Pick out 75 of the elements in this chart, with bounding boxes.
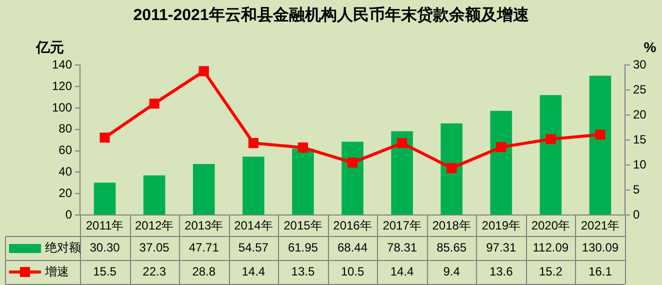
data-label: 30.30 (90, 240, 120, 254)
data-label: 54.57 (238, 240, 269, 254)
bar (440, 123, 462, 214)
x-tick-label: 2020年 (531, 218, 570, 233)
legend-label: 绝对额 (45, 240, 81, 254)
bar (490, 110, 512, 214)
bar (143, 175, 166, 214)
y-tick-label: 60 (58, 143, 72, 158)
y-tick-label: 100 (52, 100, 72, 114)
y2-tick-label: 25 (633, 82, 647, 96)
x-tick-label: 2021年 (580, 218, 620, 233)
bar (94, 182, 116, 214)
point (347, 158, 358, 168)
data-label: 61.95 (288, 240, 318, 254)
chart-title: 2011-2021年云和县金融机构人民币年末贷款余额及增速 (133, 6, 530, 24)
y-tick-label: 80 (58, 122, 72, 136)
x-tick-label: 2016年 (333, 218, 372, 233)
data-label: 14.4 (242, 264, 266, 278)
y2-axis-title: % (644, 39, 657, 56)
y2-tick-label: 15 (633, 132, 647, 146)
point (198, 66, 209, 76)
data-label: 10.5 (340, 264, 364, 278)
bar (242, 156, 264, 214)
data-label: 15.2 (539, 264, 563, 278)
point (595, 130, 606, 140)
point (496, 142, 506, 152)
data-label: 16.1 (588, 264, 612, 278)
point (446, 163, 457, 174)
data-label: 22.3 (142, 264, 166, 278)
x-tick-label: 2014年 (234, 218, 273, 233)
data-label: 13.6 (489, 264, 514, 278)
point (248, 138, 258, 148)
bar (589, 76, 612, 214)
y-axis-title: 亿元 (35, 39, 64, 56)
data-label: 14.4 (390, 264, 414, 278)
data-label: 37.05 (139, 240, 170, 254)
point (100, 132, 110, 143)
y2-tick-label: 10 (633, 157, 647, 172)
y2-tick-label: 5 (633, 182, 640, 196)
bar (192, 164, 215, 214)
y-tick-label: 0 (65, 207, 72, 222)
x-tick-label: 2015年 (284, 218, 322, 233)
bar (342, 142, 364, 214)
y2-tick-label: 0 (633, 207, 640, 222)
data-label: 130.09 (582, 240, 619, 254)
bar (391, 131, 413, 214)
data-label: 68.44 (337, 240, 368, 254)
x-tick-label: 2012年 (134, 218, 174, 233)
y-tick-label: 140 (52, 58, 72, 72)
bar (540, 95, 562, 214)
legend-label: 增速 (44, 264, 69, 278)
data-label: 85.65 (436, 240, 467, 254)
data-label: 9.4 (443, 264, 460, 278)
y2-tick-label: 30 (633, 58, 647, 72)
x-tick-label: 2011年 (86, 218, 124, 233)
point (546, 134, 556, 144)
point (298, 142, 308, 153)
data-label: 97.31 (486, 240, 516, 254)
data-label: 78.31 (387, 240, 418, 254)
x-tick-label: 2018年 (432, 218, 471, 233)
data-label: 15.5 (93, 264, 117, 278)
bar (292, 148, 314, 214)
point (149, 98, 160, 109)
point (397, 138, 408, 148)
data-label: 112.09 (532, 240, 569, 254)
y2-tick-label: 20 (633, 107, 647, 122)
y-tick-label: 20 (58, 186, 72, 200)
data-label: 47.71 (188, 240, 220, 254)
x-tick-label: 2013年 (184, 218, 224, 233)
data-label: 13.5 (291, 264, 315, 278)
x-tick-label: 2017年 (382, 218, 422, 233)
data-label: 28.8 (192, 264, 216, 278)
y-tick-label: 40 (58, 164, 72, 179)
y-tick-label: 120 (52, 78, 72, 93)
x-tick-label: 2019年 (482, 218, 520, 233)
